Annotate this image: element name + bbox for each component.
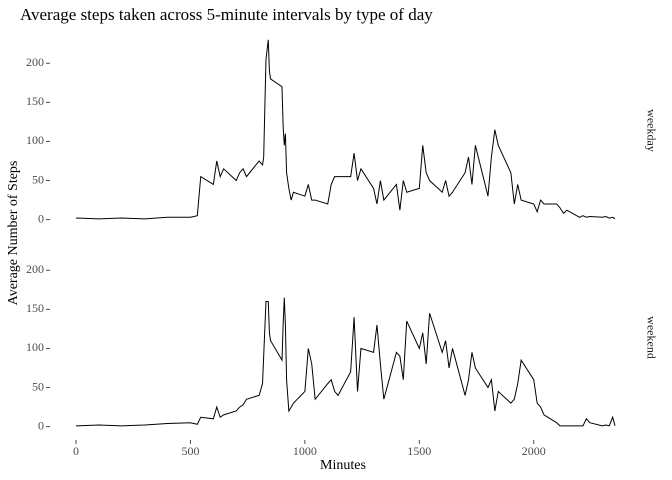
y-tick-label: 100 (26, 133, 44, 147)
x-tick-label: 0 (73, 444, 79, 458)
y-axis-label: Average Number of Steps (6, 161, 21, 306)
y-tick-label: 0 (38, 211, 44, 225)
y-tick-label: 150 (26, 301, 44, 315)
x-axis-label: Minutes (320, 458, 366, 473)
data-line (75, 39, 616, 220)
y-tick-label: 50 (32, 379, 44, 393)
chart-title: Average steps taken across 5-minute inte… (20, 5, 433, 24)
y-tick-label: 200 (26, 55, 44, 69)
y-tick-label: 50 (32, 172, 44, 186)
facet-label: weekend (644, 316, 658, 359)
facet-label: weekday (644, 109, 658, 152)
x-tick-label: 1000 (293, 444, 317, 458)
x-tick-label: 1500 (407, 444, 431, 458)
y-tick-label: 200 (26, 262, 44, 276)
data-line (75, 297, 616, 427)
y-tick-label: 100 (26, 340, 44, 354)
x-tick-label: 500 (181, 444, 199, 458)
y-tick-label: 150 (26, 94, 44, 108)
x-tick-label: 2000 (522, 444, 546, 458)
y-tick-label: 0 (38, 418, 44, 432)
